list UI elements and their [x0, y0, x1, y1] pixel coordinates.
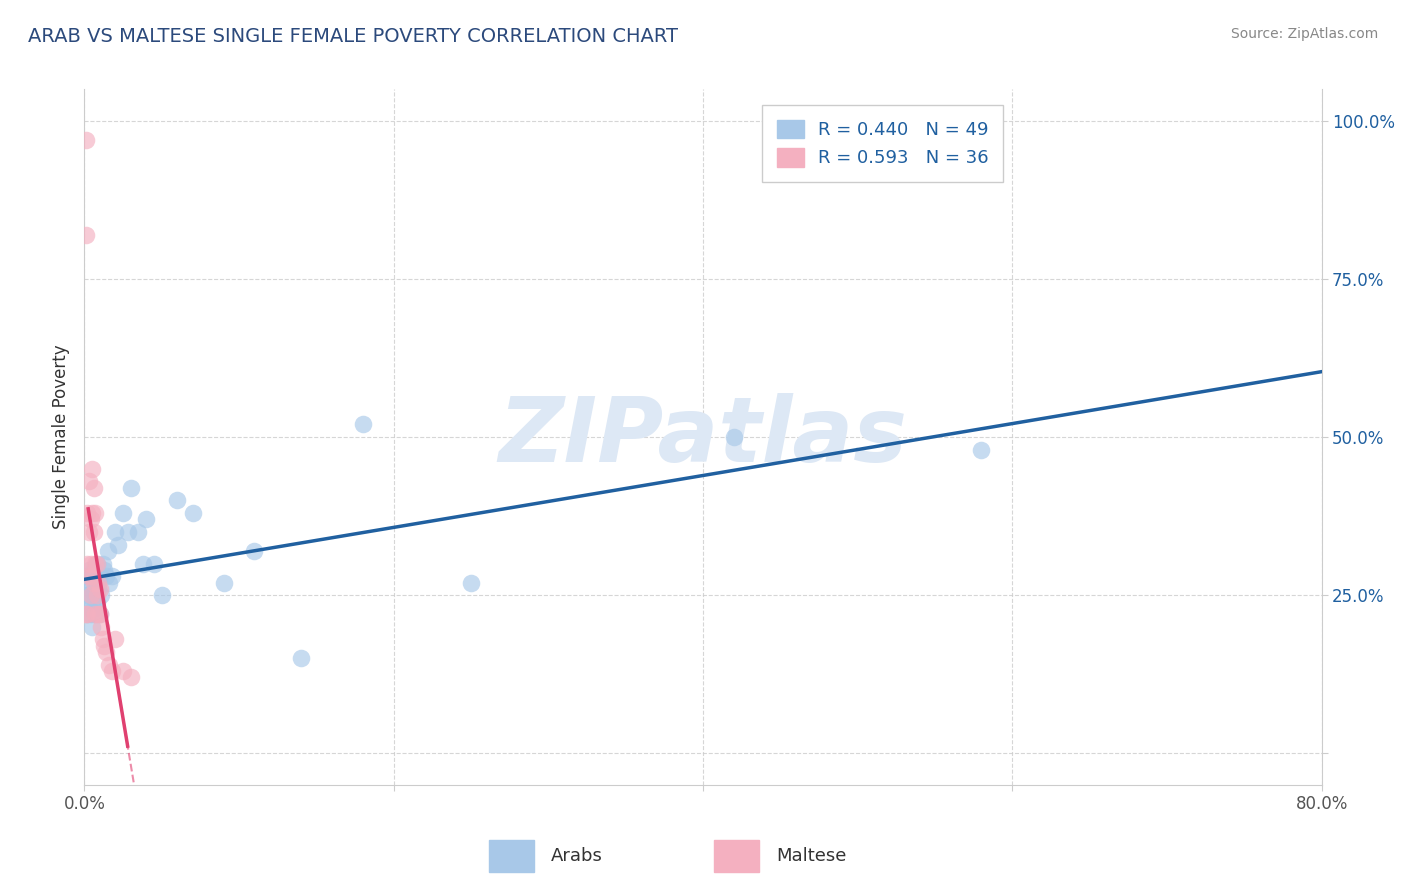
Point — [79, 607, 101, 622]
Point — [212, 575, 235, 590]
Text: Arabs: Arabs — [551, 847, 603, 865]
Point — [723, 430, 745, 444]
FancyBboxPatch shape — [489, 840, 534, 872]
Point — [82, 575, 104, 590]
Point — [75, 227, 97, 242]
Point — [75, 569, 97, 583]
Point — [460, 575, 482, 590]
Point — [76, 557, 98, 571]
Point — [91, 632, 114, 647]
Point — [76, 588, 98, 602]
Point — [84, 506, 107, 520]
Point — [181, 506, 204, 520]
Point — [83, 563, 105, 577]
Point — [112, 664, 135, 678]
Point — [82, 569, 104, 583]
Point — [127, 524, 149, 539]
Point — [96, 544, 118, 558]
Legend: R = 0.440   N = 49, R = 0.593   N = 36: R = 0.440 N = 49, R = 0.593 N = 36 — [762, 105, 1004, 182]
Point — [75, 607, 97, 622]
Point — [77, 600, 100, 615]
Point — [83, 524, 105, 539]
Point — [86, 588, 108, 602]
Point — [135, 512, 157, 526]
Point — [150, 588, 173, 602]
Point — [970, 442, 993, 457]
Point — [104, 524, 127, 539]
Point — [120, 670, 142, 684]
Point — [98, 575, 121, 590]
Point — [352, 417, 374, 432]
Point — [86, 594, 108, 608]
Text: ZIPatlas: ZIPatlas — [499, 393, 907, 481]
Point — [101, 569, 124, 583]
Point — [79, 569, 101, 583]
Point — [79, 512, 101, 526]
Y-axis label: Single Female Poverty: Single Female Poverty — [52, 345, 70, 529]
Point — [87, 582, 110, 596]
Point — [89, 607, 111, 622]
Point — [83, 481, 105, 495]
Point — [82, 620, 104, 634]
Point — [76, 506, 98, 520]
Point — [83, 575, 105, 590]
Point — [290, 651, 312, 665]
Point — [86, 575, 108, 590]
Point — [94, 645, 117, 659]
Point — [83, 600, 105, 615]
Point — [101, 664, 124, 678]
Point — [91, 557, 114, 571]
Point — [84, 588, 107, 602]
Point — [77, 569, 100, 583]
Point — [75, 133, 97, 147]
Point — [77, 563, 100, 577]
Point — [82, 461, 104, 475]
Point — [89, 582, 111, 596]
Text: Source: ZipAtlas.com: Source: ZipAtlas.com — [1230, 27, 1378, 41]
Point — [93, 563, 115, 577]
Text: ARAB VS MALTESE SINGLE FEMALE POVERTY CORRELATION CHART: ARAB VS MALTESE SINGLE FEMALE POVERTY CO… — [28, 27, 678, 45]
Point — [89, 569, 111, 583]
Point — [94, 569, 117, 583]
Point — [82, 506, 104, 520]
Point — [104, 632, 127, 647]
Point — [143, 557, 166, 571]
Point — [77, 475, 100, 489]
Point — [90, 620, 112, 634]
Point — [77, 582, 100, 596]
Point — [86, 557, 108, 571]
Point — [82, 594, 104, 608]
Point — [83, 582, 105, 596]
Point — [98, 657, 121, 672]
Point — [90, 588, 112, 602]
Point — [93, 639, 115, 653]
Point — [84, 557, 107, 571]
Point — [87, 607, 110, 622]
Point — [117, 524, 139, 539]
Point — [77, 524, 100, 539]
Point — [76, 607, 98, 622]
Point — [87, 575, 110, 590]
Point — [107, 538, 129, 552]
Point — [89, 607, 111, 622]
Point — [79, 588, 101, 602]
Point — [166, 493, 188, 508]
Point — [86, 557, 108, 571]
Point — [84, 607, 107, 622]
Point — [79, 557, 101, 571]
Point — [84, 607, 107, 622]
FancyBboxPatch shape — [714, 840, 759, 872]
Point — [120, 481, 142, 495]
Point — [79, 588, 101, 602]
Text: Maltese: Maltese — [776, 847, 846, 865]
Point — [112, 506, 135, 520]
Point — [132, 557, 155, 571]
Point — [243, 544, 266, 558]
Point — [76, 607, 98, 622]
